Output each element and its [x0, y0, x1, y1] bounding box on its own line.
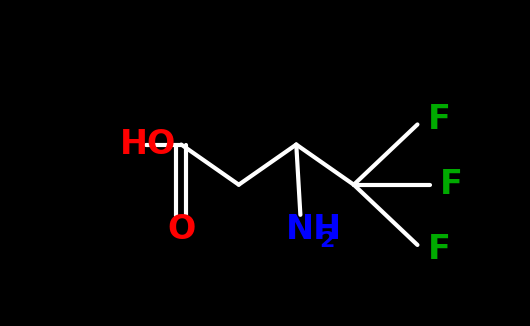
Text: NH: NH [286, 214, 342, 246]
Text: HO: HO [120, 128, 176, 161]
Text: 2: 2 [319, 231, 334, 251]
Text: F: F [428, 103, 450, 136]
Text: F: F [440, 168, 463, 201]
Text: O: O [167, 214, 196, 246]
Text: F: F [428, 233, 450, 266]
